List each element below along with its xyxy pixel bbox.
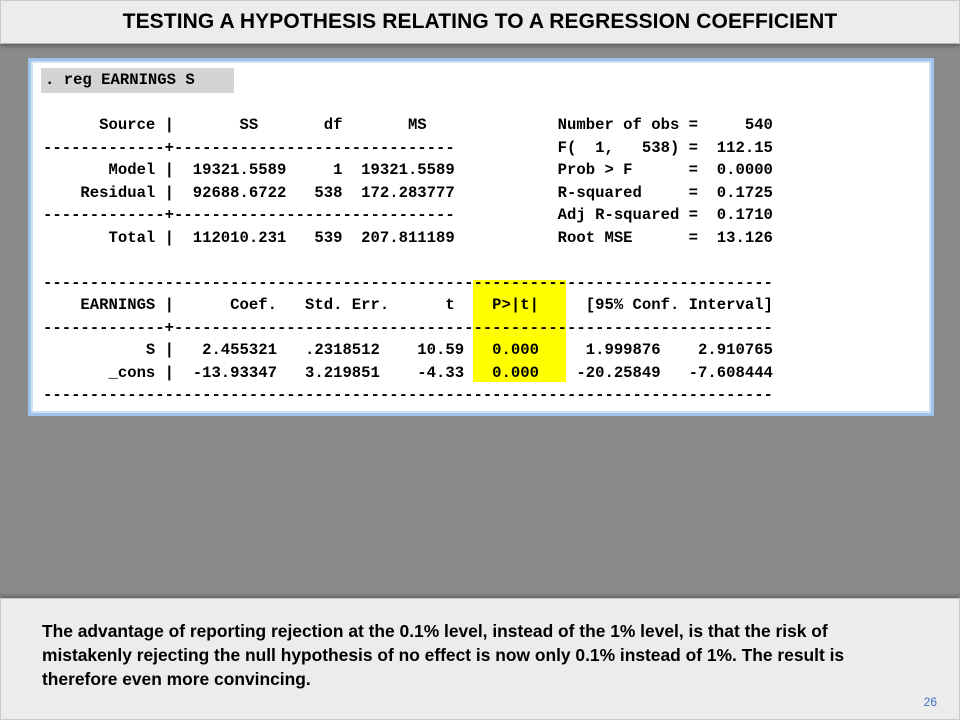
slide-title: TESTING A HYPOTHESIS RELATING TO A REGRE…	[122, 10, 838, 33]
coef-row-cons: _cons | -13.93347 3.219851 -4.33 0.000 -…	[43, 363, 773, 382]
coef-bottom-rule: ----------------------------------------…	[43, 386, 773, 404]
page-number: 26	[923, 695, 937, 709]
t-column-highlight	[473, 280, 566, 382]
anova-model-row: Model | 19321.5589 1 19321.5589 Prob > F…	[43, 161, 773, 179]
regression-output: Source | SS df MS Number of obs = 540 --…	[43, 114, 773, 407]
slide-title-bar: TESTING A HYPOTHESIS RELATING TO A REGRE…	[0, 0, 960, 44]
coef-separator-row: -------------+--------------------------…	[43, 318, 773, 337]
coef-header-row: EARNINGS | Coef. Std. Err. t P>|t| [95% …	[43, 296, 773, 314]
anova-header-row: Source | SS df MS Number of obs = 540	[43, 116, 773, 134]
explanation-text: The advantage of reporting rejection at …	[42, 621, 845, 689]
blank-row	[43, 249, 773, 272]
anova-total-row: Total | 112010.231 539 207.811189 Root M…	[43, 228, 773, 247]
stata-output-panel: . reg EARNINGS S Source | SS df MS Numbe…	[28, 58, 934, 416]
anova-residual-row: Residual | 92688.6722 538 172.283777 R-s…	[43, 183, 773, 202]
stata-command: . reg EARNINGS S	[41, 68, 234, 93]
coef-row-s: S | 2.455321 .2318512 10.59 0.000 1.9998…	[43, 341, 773, 359]
explanation-panel: The advantage of reporting rejection at …	[0, 598, 960, 720]
anova-separator-row-2: -------------+--------------------------…	[43, 206, 773, 224]
anova-separator-row: -------------+--------------------------…	[43, 138, 773, 157]
coef-top-rule: ----------------------------------------…	[43, 273, 773, 292]
